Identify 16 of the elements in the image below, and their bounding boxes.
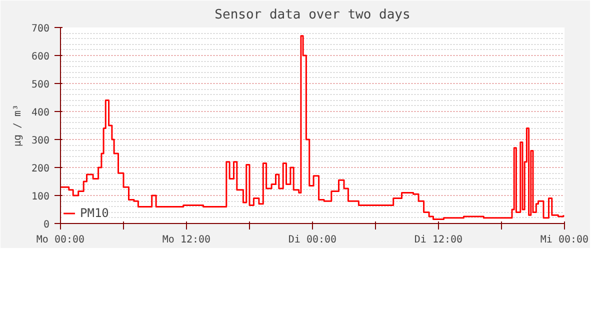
y-tick-label: 0	[43, 220, 50, 230]
y-tick-label: 600	[31, 52, 50, 62]
x-tick-label: Di 00:00	[288, 234, 337, 246]
y-tick-label: 200	[31, 164, 50, 174]
x-tick-label: Mo 12:00	[162, 234, 211, 246]
x-tick-label: Mo 00:00	[36, 234, 85, 246]
legend-label: PM10	[80, 206, 109, 220]
x-tick-label: Di 12:00	[414, 234, 463, 246]
chart-title: Sensor data over two days	[214, 8, 410, 22]
y-tick-label: 400	[31, 108, 50, 118]
y-tick-label: 100	[31, 192, 50, 202]
x-tick-label: Mi 00:00	[540, 234, 589, 246]
y-axis-title: µg / m³	[12, 104, 24, 147]
y-tick-label: 700	[31, 24, 50, 34]
y-tick-label: 500	[31, 80, 50, 90]
y-tick-label: 300	[31, 136, 50, 146]
